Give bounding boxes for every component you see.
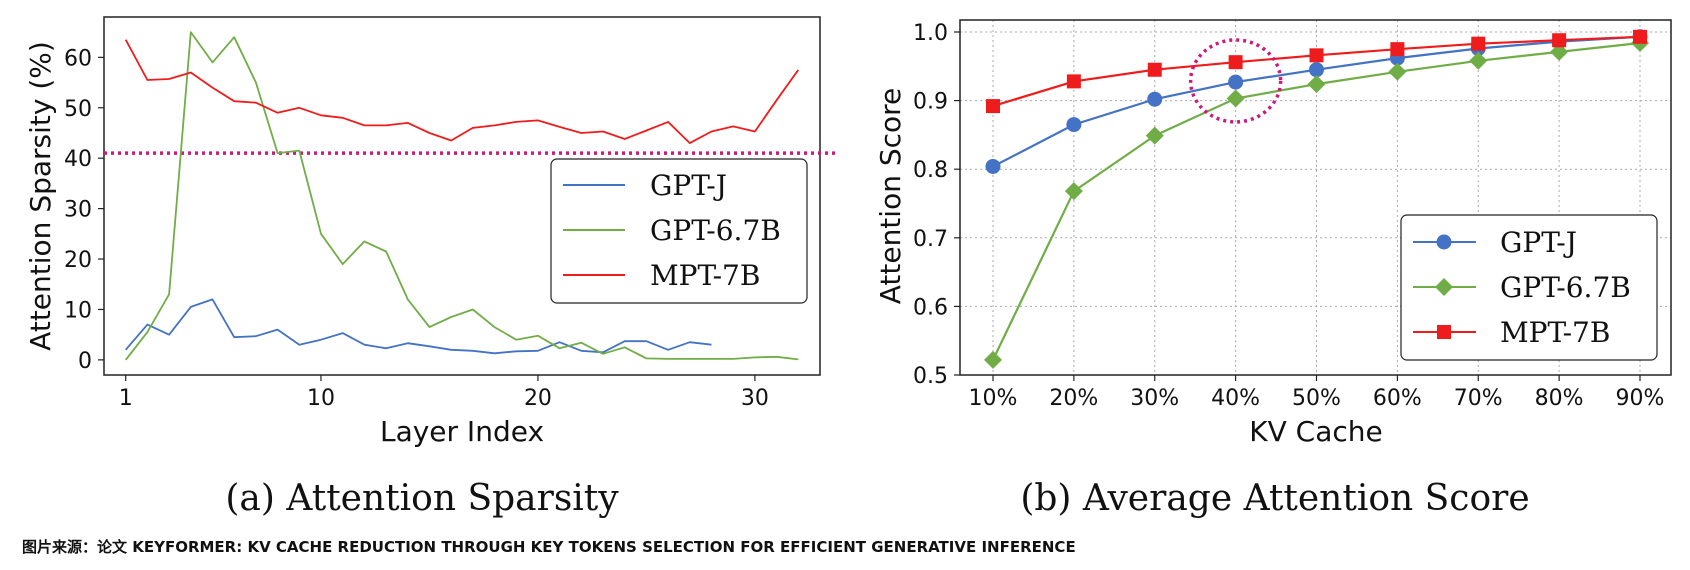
legend-label-mpt-b: MPT-7B (1500, 316, 1610, 349)
x-tick-label-b: 30% (1130, 386, 1179, 411)
y-tick-label-b: 0.5 (913, 364, 948, 389)
series-b (984, 29, 1649, 369)
x-tick-label-b: 60% (1373, 386, 1422, 411)
data-point-gpt67 (1388, 62, 1407, 81)
series-line-gpt67 (124, 31, 799, 361)
data-point-mpt (1147, 62, 1162, 77)
chart-average-attention-score: 0.5 0.6 0.7 0.8 0.9 1.0 10% 20% 30% 40% 50% 60% 70% 8… (874, 19, 1672, 519)
y-tick-label-b: 0.8 (913, 158, 948, 183)
legend-marker-gptj-b (1436, 234, 1452, 250)
data-point-gptj (1309, 62, 1324, 78)
legend-label-gpt67: GPT-6.7B (650, 214, 781, 247)
data-point-gpt67 (1307, 75, 1326, 94)
legend-box-b (1400, 214, 1658, 361)
y-tick-label-b: 0.9 (913, 90, 948, 115)
data-point-gpt67 (1145, 126, 1164, 145)
data-point-mpt (1633, 29, 1647, 44)
legend-marker-gpt67-b (1435, 278, 1453, 296)
series-line-gptj (125, 298, 712, 355)
y-tick-label-a: 20 (64, 248, 92, 273)
data-point-mpt (1471, 36, 1486, 51)
data-point-gptj (1228, 74, 1244, 90)
y-tick-label-b: 0.7 (913, 227, 948, 252)
data-point-gptj (985, 158, 1001, 174)
y-tick-label-a: 50 (64, 97, 92, 122)
x-tick-label-a: 30 (741, 386, 769, 411)
legend-label-mpt: MPT-7B (650, 259, 760, 292)
caption-a: (a) Attention Sparsity (225, 478, 619, 519)
y-tick-label-a: 30 (64, 198, 92, 223)
legend-label-gptj-b: GPT-J (1500, 226, 1577, 259)
highlight-circle (1188, 38, 1283, 124)
y-tick-label-a: 60 (64, 46, 92, 71)
x-tick-label-a: 20 (524, 386, 552, 411)
series-a (124, 31, 800, 361)
legend-label-gptj: GPT-J (650, 169, 727, 202)
data-point-gpt67 (984, 350, 1002, 369)
axis-ticks-a: 0 10 20 30 40 50 60 1 10 20 30 (64, 46, 769, 411)
x-tick-label-b: 40% (1211, 386, 1260, 411)
caption-b: (b) Average Attention Score (1020, 478, 1529, 519)
data-point-mpt (1552, 33, 1567, 48)
x-tick-label-b: 90% (1616, 386, 1665, 411)
data-point-gptj (1066, 117, 1082, 133)
y-tick-label-b: 1.0 (913, 21, 948, 46)
y-tick-label-a: 0 (78, 349, 92, 374)
legend-marker-mpt-b (1437, 325, 1451, 339)
data-point-gptj (1147, 91, 1163, 107)
data-point-mpt (1228, 55, 1243, 70)
chart-attention-sparsity: 0 10 20 30 40 50 60 1 10 20 30 Layer Index Attenti… (24, 16, 838, 519)
plot-frame-b (959, 19, 1672, 376)
y-axis-label-b: Attention Score (874, 88, 907, 305)
series-line-mpt (124, 39, 800, 145)
y-tick-label-b: 0.6 (913, 295, 948, 320)
y-axis-label-a: Attention Sparsity (%) (24, 41, 57, 351)
legend-b: GPT-J GPT-6.7B MPT-7B (1400, 214, 1658, 361)
x-axis-label-b: KV Cache (1249, 415, 1383, 448)
data-point-gpt67 (1226, 89, 1245, 108)
image-source-credit: 图片来源：论文 KEYFORMER: KV CACHE REDUCTION TH… (22, 538, 1076, 556)
y-tick-label-a: 40 (64, 147, 92, 172)
x-tick-label-b: 20% (1049, 386, 1098, 411)
axis-ticks-b: 0.5 0.6 0.7 0.8 0.9 1.0 10% 20% 30% 40% 50% 60% 70% 8… (913, 21, 1664, 411)
data-point-mpt (1309, 48, 1324, 63)
data-point-gpt67 (1064, 182, 1083, 201)
x-tick-label-a: 10 (307, 386, 335, 411)
data-point-gpt67 (1550, 42, 1569, 61)
data-point-mpt (1066, 74, 1081, 89)
data-point-mpt (1390, 42, 1405, 57)
legend-label-gpt67-b: GPT-6.7B (1500, 271, 1631, 304)
x-tick-label-b: 80% (1535, 386, 1584, 411)
x-tick-label-b: 10% (969, 386, 1018, 411)
x-tick-label-b: 50% (1292, 386, 1341, 411)
x-tick-label-a: 1 (119, 386, 133, 411)
data-point-gpt67 (1469, 51, 1488, 70)
y-tick-label-a: 10 (64, 298, 92, 323)
x-tick-label-b: 70% (1454, 386, 1503, 411)
x-axis-label-a: Layer Index (380, 415, 544, 448)
data-point-mpt (986, 99, 1000, 114)
legend-a: GPT-J GPT-6.7B MPT-7B (550, 158, 808, 304)
legend-box-a (550, 158, 808, 304)
